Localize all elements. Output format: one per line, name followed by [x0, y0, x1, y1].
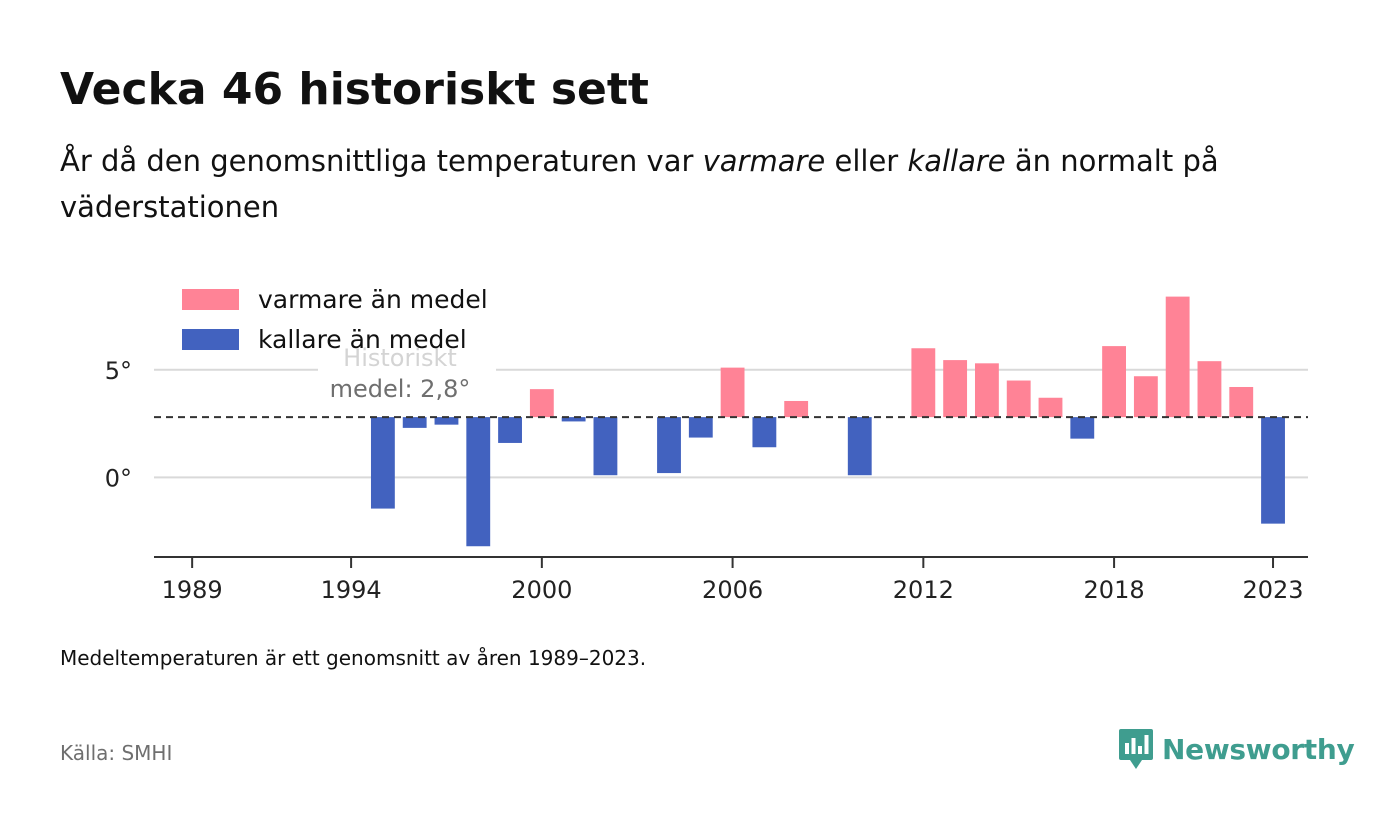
x-tick-label: 2018: [1084, 576, 1145, 604]
brand: Newsworthy: [1118, 728, 1355, 770]
chart-subtitle: År då den genomsnittliga temperaturen va…: [60, 138, 1320, 230]
bar-cold: [498, 417, 522, 443]
bar-chart: Historiskt medel: 2,8° 0° 5° 1989 1994 2000 20…: [105, 285, 1308, 604]
mean-label-background: [318, 340, 496, 408]
bar-warm: [1133, 376, 1158, 418]
bar-warm: [529, 389, 554, 418]
bar-cold: [1261, 417, 1285, 524]
mean-label: Historiskt medel: 2,8°: [318, 340, 496, 408]
bar-cold: [752, 417, 777, 448]
bar-warm: [943, 360, 968, 418]
subtitle-part1: År då den genomsnittliga temperaturen va…: [60, 144, 703, 178]
x-tick-label: 2023: [1242, 576, 1303, 604]
bar-warm: [1165, 296, 1190, 418]
axes: 0° 5° 1989 1994 2000 2006 2012 2018 2023: [105, 357, 1308, 604]
bar-warm: [1102, 346, 1126, 418]
footnote: Medeltemperaturen är ett genomsnitt av å…: [60, 646, 647, 670]
bar-warm: [974, 363, 999, 418]
subtitle-cold-word: kallare: [907, 144, 1006, 178]
x-tick-label: 2000: [511, 576, 572, 604]
bar-cold: [1070, 417, 1095, 439]
bar-warm: [911, 348, 936, 418]
legend-label-cold: kallare än medel: [258, 325, 467, 354]
bar-warm: [720, 367, 745, 418]
brand-name: Newsworthy: [1162, 732, 1355, 766]
x-tick-label: 1989: [162, 576, 223, 604]
bar-cold: [657, 417, 681, 474]
bar-cold: [688, 417, 713, 438]
bar-warm: [1229, 386, 1254, 418]
bar-warm: [1197, 361, 1222, 418]
bar-cold: [593, 417, 618, 476]
bar-warm: [1038, 397, 1063, 418]
bar-cold: [402, 417, 427, 428]
mean-label-line1: Historiskt: [343, 344, 457, 372]
newsworthy-logo-icon: [1119, 729, 1153, 769]
bar-cold: [434, 417, 459, 425]
mean-label-line2: medel: 2,8°: [330, 375, 471, 403]
bar-warm: [784, 400, 809, 418]
legend-swatch-warm: [182, 289, 239, 310]
y-tick-label: 0°: [105, 464, 132, 492]
bar-cold: [847, 417, 872, 476]
x-tick-label: 2012: [893, 576, 954, 604]
bar-cold: [466, 417, 491, 547]
bars: [370, 296, 1285, 547]
bar-warm: [1006, 380, 1031, 418]
subtitle-part2: eller: [825, 144, 908, 178]
legend-swatch-cold: [182, 329, 239, 350]
legend: varmare än medel kallare än medel: [182, 285, 488, 354]
bar-cold: [370, 417, 395, 509]
source-text: Källa: SMHI: [60, 741, 173, 765]
bar-cold: [561, 417, 586, 422]
subtitle-part3: än normalt på väderstationen: [60, 144, 1219, 224]
subtitle-warm-word: varmare: [702, 144, 826, 178]
x-tick-label: 1994: [321, 576, 382, 604]
legend-label-warm: varmare än medel: [258, 285, 488, 314]
x-tick-label: 2006: [702, 576, 763, 604]
y-tick-label: 5°: [105, 357, 132, 385]
chart-title: Vecka 46 historiskt sett: [60, 64, 649, 115]
